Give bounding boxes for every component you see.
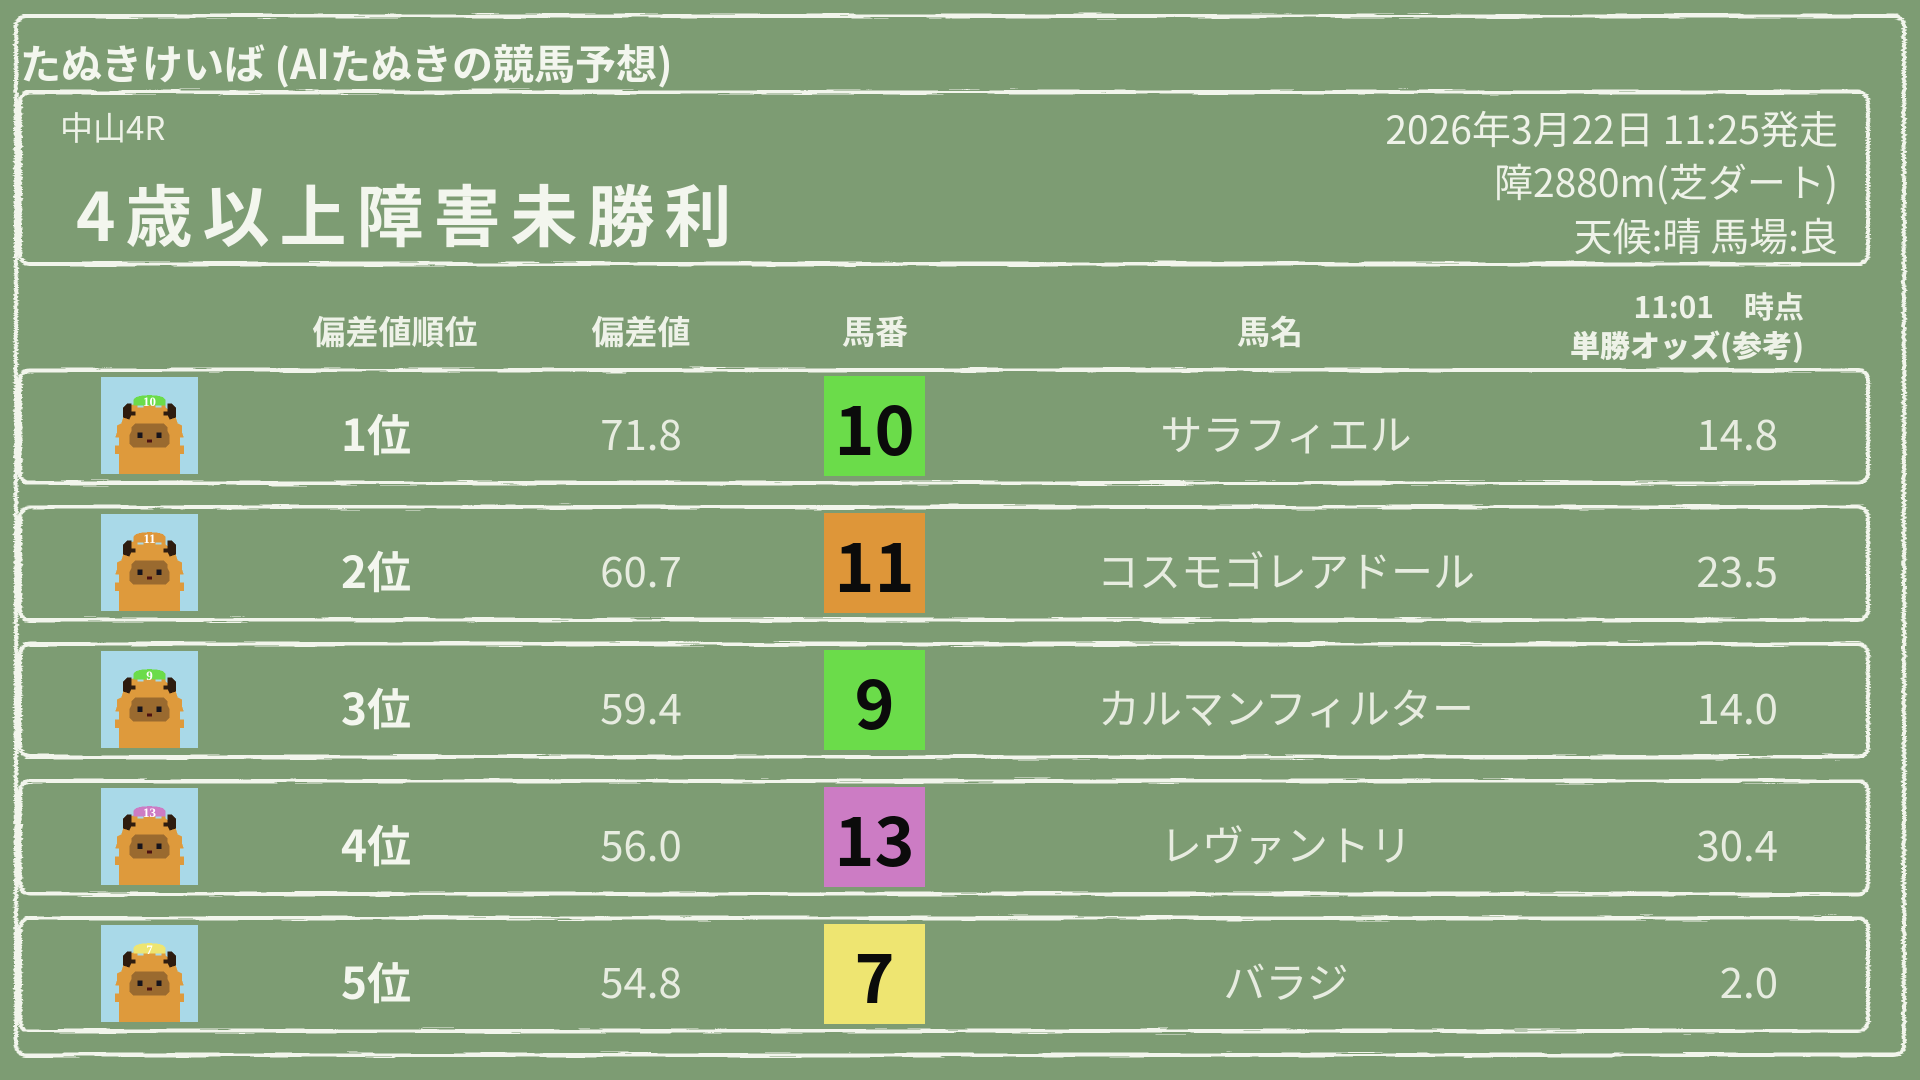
svg-text:11: 11 [143,531,155,546]
svg-text:13: 13 [143,805,156,820]
svg-text:9: 9 [146,668,152,683]
svg-text:7: 7 [146,942,153,957]
svg-text:10: 10 [143,394,156,409]
